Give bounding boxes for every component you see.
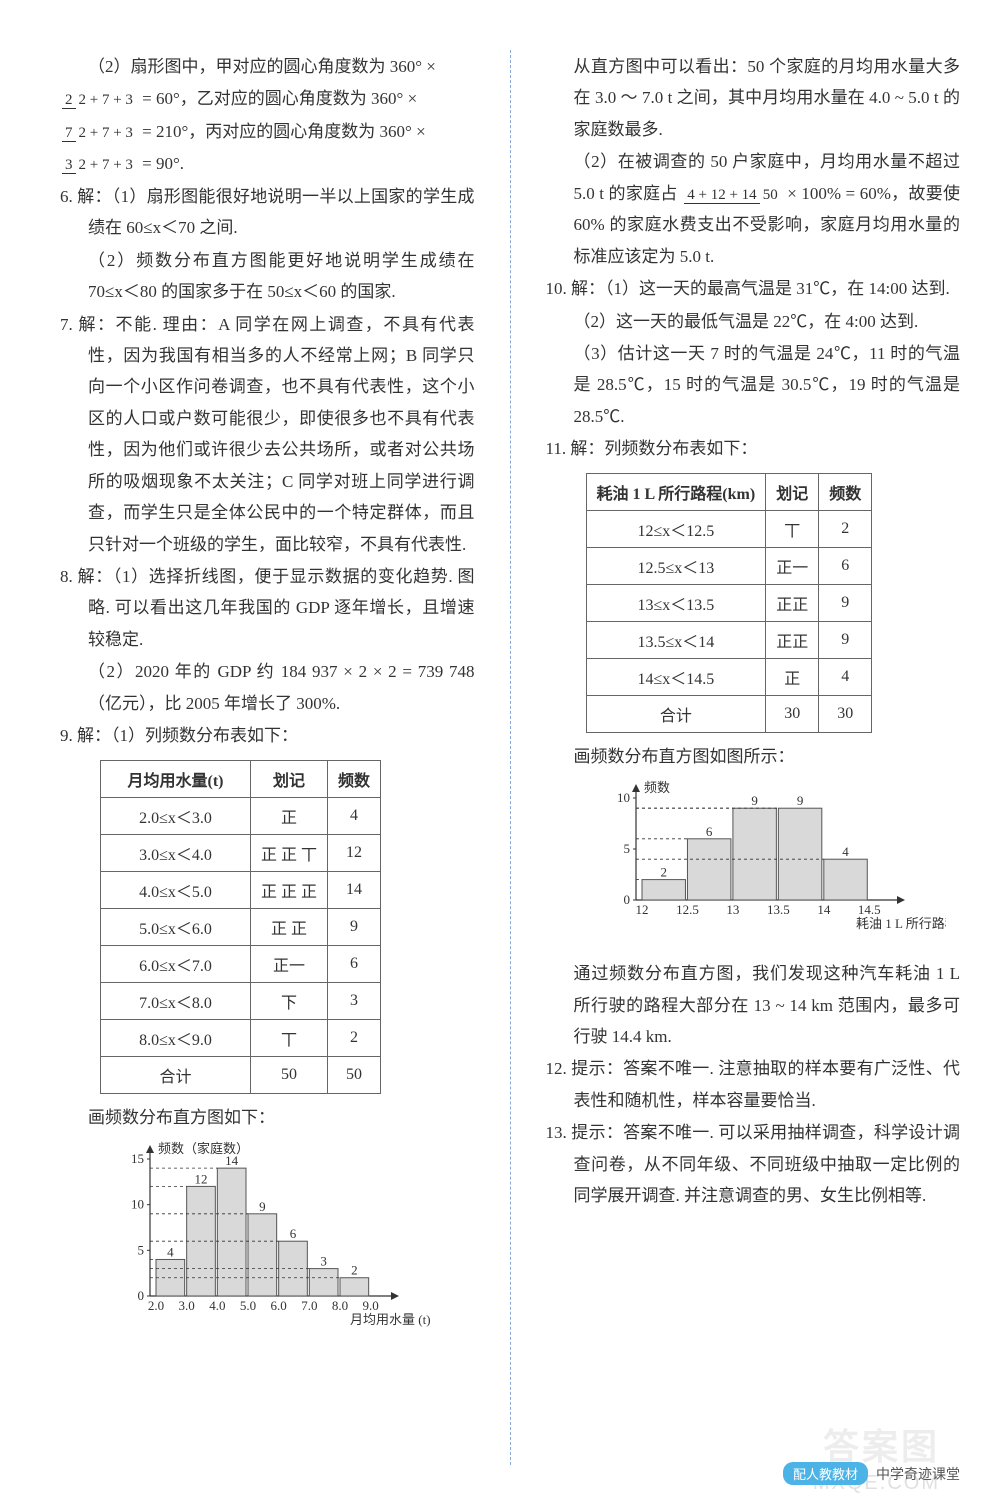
svg-text:耗油 1 L 所行路程/km: 耗油 1 L 所行路程/km	[856, 916, 946, 931]
svg-text:3.0: 3.0	[179, 1298, 195, 1313]
footer-pill: 配人教教材	[783, 1462, 868, 1485]
svg-text:8.0: 8.0	[332, 1298, 348, 1313]
q9-1: 9. 解：（1）列频数分布表如下：	[88, 720, 475, 751]
svg-text:7.0: 7.0	[301, 1298, 317, 1313]
chart1-label: 画频数分布直方图如下：	[60, 1102, 475, 1133]
svg-text:2: 2	[660, 865, 667, 880]
q6-2: （2）频数分布直方图能更好地说明学生成绩在 70≤x＜80 的国家多于在 50≤…	[60, 245, 475, 308]
page-footer: 配人教教材 中学奇迹课堂	[783, 1462, 960, 1485]
svg-text:13: 13	[726, 902, 739, 917]
svg-text:5: 5	[138, 1242, 145, 1257]
svg-text:12: 12	[635, 902, 648, 917]
q10-2: （2）这一天的最低气温是 22℃，在 4:00 达到.	[546, 306, 961, 337]
svg-text:6: 6	[705, 824, 712, 839]
svg-text:6: 6	[290, 1226, 297, 1241]
frac-line-3: 32 + 7 + 3 = 90°.	[60, 148, 475, 179]
q8-2: （2）2020 年的 GDP 约 184 937 × 2 × 2 = 739 7…	[60, 656, 475, 719]
svg-text:9.0: 9.0	[363, 1298, 379, 1313]
svg-text:9: 9	[796, 793, 803, 808]
svg-text:月均用水量 (t): 月均用水量 (t)	[350, 1312, 431, 1327]
svg-text:频数（家庭数）: 频数（家庭数）	[158, 1141, 249, 1156]
footer-brand: 中学奇迹课堂	[876, 1464, 960, 1484]
svg-text:12: 12	[195, 1171, 208, 1186]
q11-3: 通过频数分布直方图，我们发现这种汽车耗油 1 L 所行驶的路程大部分在 13 ~…	[546, 958, 961, 1052]
svg-text:10: 10	[617, 790, 630, 805]
q10-1: 10. 解：（1）这一天的最高气温是 31℃，在 14:00 达到.	[574, 273, 961, 304]
q10-3: （3）估计这一天 7 时的气温是 24℃，11 时的气温是 28.5℃，15 时…	[546, 338, 961, 432]
svg-text:14: 14	[817, 902, 831, 917]
svg-text:5.0: 5.0	[240, 1298, 256, 1313]
svg-text:10: 10	[131, 1197, 144, 1212]
svg-text:4.0: 4.0	[209, 1298, 225, 1313]
column-divider	[510, 50, 511, 1465]
right-column: 从直方图中可以看出：50 个家庭的月均用水量大多在 3.0 ～ 7.0 t 之间…	[546, 50, 961, 1465]
chart2-label: 画频数分布直方图如图所示：	[546, 741, 961, 772]
frac-line-2: 72 + 7 + 3 = 210°，丙对应的圆心角度数为 360° ×	[60, 116, 475, 147]
q6-1: 6. 解：（1）扇形图能很好地说明一半以上国家的学生成绩在 60≤x＜70 之间…	[88, 181, 475, 244]
svg-text:5: 5	[623, 841, 630, 856]
q8-1: 8. 解：（1）选择折线图，便于显示数据的变化趋势. 图略. 可以看出这几年我国…	[88, 561, 475, 655]
svg-text:12.5: 12.5	[676, 902, 699, 917]
svg-text:0: 0	[623, 892, 630, 907]
q5-2-text: （2）扇形图中，甲对应的圆心角度数为 360° ×	[60, 51, 475, 82]
svg-text:15: 15	[131, 1151, 144, 1166]
q9-r2: （2）在被调查的 50 户家庭中，月均用水量不超过 5.0 t 的家庭占 4 +…	[546, 146, 961, 272]
svg-text:频数: 频数	[644, 780, 670, 795]
svg-text:9: 9	[751, 793, 758, 808]
svg-text:4: 4	[842, 844, 849, 859]
q9-r1: 从直方图中可以看出：50 个家庭的月均用水量大多在 3.0 ～ 7.0 t 之间…	[546, 51, 961, 145]
svg-text:4: 4	[167, 1245, 174, 1260]
svg-text:6.0: 6.0	[271, 1298, 287, 1313]
svg-text:14.5: 14.5	[857, 902, 880, 917]
q12: 12. 提示：答案不唯一. 注意抽取的样本要有广泛性、代表性和随机性，样本容量要…	[574, 1053, 961, 1116]
q13: 13. 提示：答案不唯一. 可以采用抽样调查，科学设计调查问卷，从不同年级、不同…	[574, 1117, 961, 1211]
table-water-usage: 月均用水量(t)划记频数 2.0≤x＜3.0正43.0≤x＜4.0正 正 丅12…	[100, 760, 381, 1094]
frac-line-1: 22 + 7 + 3 = 60°，乙对应的圆心角度数为 360° ×	[60, 83, 475, 114]
chart-fuel-histogram: 0 5 10 2 6 9 9 4 12 12.5 13 13.5 14 14.5 频数耗油 1 L 所行路程…	[596, 780, 961, 950]
svg-text:13.5: 13.5	[766, 902, 789, 917]
svg-text:2.0: 2.0	[148, 1298, 164, 1313]
left-column: （2）扇形图中，甲对应的圆心角度数为 360° × 22 + 7 + 3 = 6…	[60, 50, 475, 1465]
q7: 7. 解：不能. 理由：A 同学在网上调查，不具有代表性，因为我国有相当多的人不…	[88, 309, 475, 561]
table-fuel-usage: 耗油 1 L 所行路程(km)划记频数 12≤x＜12.5丅212.5≤x＜13…	[586, 473, 873, 733]
svg-text:9: 9	[259, 1199, 266, 1214]
svg-text:3: 3	[320, 1254, 327, 1269]
svg-text:0: 0	[138, 1288, 145, 1303]
svg-text:2: 2	[351, 1263, 358, 1278]
q11-1: 11. 解：列频数分布表如下：	[574, 433, 961, 464]
chart-water-histogram: 0510154121496322.03.04.05.06.07.08.09.0频…	[110, 1141, 475, 1346]
